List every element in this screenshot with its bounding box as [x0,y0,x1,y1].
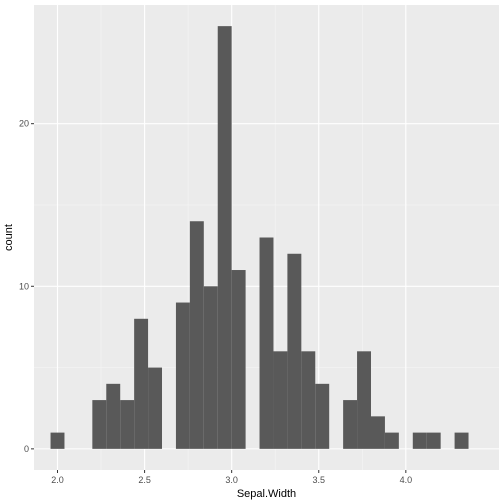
histogram-bar [370,416,385,449]
histogram-bar [148,367,163,449]
histogram-bar [106,383,121,449]
y-axis-title: count [3,224,15,251]
histogram-bar [426,432,441,449]
histogram-bar [384,432,399,449]
histogram-bar [259,237,274,449]
histogram-bar [231,270,246,449]
y-tick-label: 20 [19,119,29,129]
histogram-bar [134,318,149,449]
histogram-bar [217,26,232,449]
y-tick-label: 10 [19,281,29,291]
histogram-bar [357,351,371,449]
x-tick-label: 3.5 [312,475,325,485]
histogram-bar [189,221,204,449]
x-axis-title: Sepal.Width [237,488,296,500]
histogram-bar [273,351,288,449]
histogram-bars [50,26,469,449]
x-axis: 2.0 2.5 3.0 3.5 4.0 [51,470,412,485]
histogram-bar [287,253,302,449]
histogram-bar [301,351,316,449]
histogram-bar [343,400,358,449]
histogram-bar [175,302,190,449]
minor-gridlines [34,5,499,470]
histogram-bar [50,432,65,449]
x-tick-label: 2.5 [138,475,151,485]
histogram-bar [454,432,469,449]
histogram-bar [120,400,135,449]
histogram-bar [315,383,330,449]
y-tick-label: 0 [24,444,29,454]
y-axis: 0 10 20 [19,119,34,454]
x-tick-label: 2.0 [51,475,64,485]
histogram-bar [412,432,427,449]
histogram-bar [92,400,107,449]
x-tick-label: 3.0 [225,475,238,485]
histogram-bar [203,286,218,449]
x-tick-label: 4.0 [400,475,413,485]
